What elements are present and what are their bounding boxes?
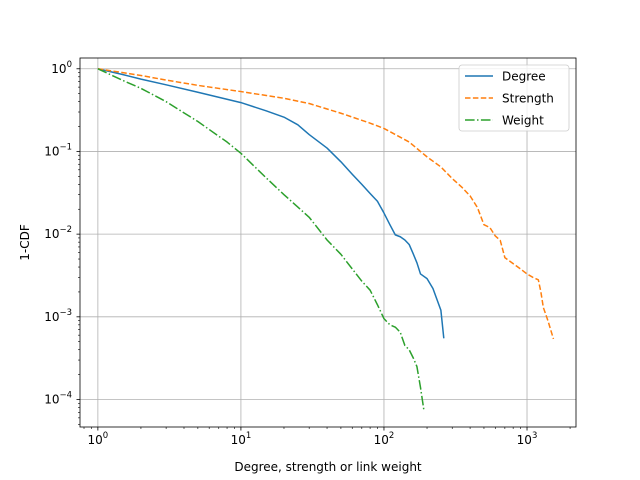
x-axis-label: Degree, strength or link weight bbox=[234, 460, 422, 474]
plot-series bbox=[97, 68, 555, 410]
y-axis-label: 1-CDF bbox=[18, 224, 32, 261]
series-line-degree bbox=[97, 68, 445, 339]
y-tick-label: 10−3 bbox=[44, 308, 72, 324]
series-line-strength bbox=[97, 68, 555, 340]
legend-label-strength: Strength bbox=[502, 92, 554, 106]
x-tick-label: 101 bbox=[231, 431, 252, 447]
x-tick-label: 100 bbox=[88, 431, 109, 447]
legend-label-weight: Weight bbox=[502, 114, 544, 128]
y-tick-label: 10−1 bbox=[44, 142, 72, 158]
legend-box bbox=[458, 64, 570, 132]
legend-label-degree: Degree bbox=[502, 70, 546, 84]
x-tick-label: 102 bbox=[374, 431, 395, 447]
x-tick-label: 103 bbox=[517, 431, 538, 447]
series-line-weight bbox=[97, 68, 425, 410]
plot-frame bbox=[79, 57, 577, 428]
y-tick-label: 10−2 bbox=[44, 225, 72, 241]
y-tick-label: 100 bbox=[51, 60, 72, 76]
legend: Degree Strength Weight bbox=[458, 64, 570, 132]
axis-ticks: 100 101 102 103 100 10−1 10−2 10−3 10−4 bbox=[44, 60, 571, 447]
y-tick-label: 10−4 bbox=[44, 391, 72, 407]
